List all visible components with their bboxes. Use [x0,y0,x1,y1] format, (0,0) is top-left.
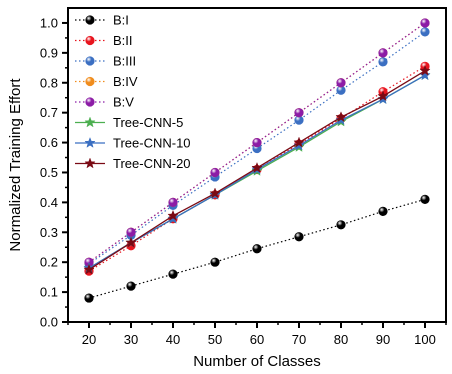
legend-label: B:III [113,54,136,69]
legend-item: B:V [75,95,134,110]
data-point [126,227,136,237]
data-point [210,257,220,267]
data-point [252,137,262,148]
legend-item: Tree-CNN-20 [75,156,191,171]
data-point [168,269,178,279]
data-point [377,90,389,102]
legend-marker [84,116,96,128]
data-point [378,48,388,58]
series-line [88,22,426,263]
series-tree-cnn-20 [83,64,431,275]
data-point [209,187,221,199]
x-tick-label: 30 [124,332,138,347]
legend-label: B:IV [113,74,138,89]
y-tick-label: 0.7 [40,105,58,120]
y-tick-label: 0.0 [40,315,58,330]
data-point [419,64,431,76]
data-point [210,167,220,178]
legend-marker [85,76,95,87]
legend: B:I B:II B:III B:IV B:V Tree-CNN-5 Tree-CNN-10… [75,13,191,171]
axes: 20 30 40 50 60 70 80 90 100 0.0 0.1 0.2 0.3 0.4 0.5 0.6… [40,7,447,347]
y-tick-label: 0.3 [40,225,58,240]
series-b-i [84,194,430,303]
x-tick-label: 40 [166,332,180,347]
legend-label: Tree-CNN-20 [113,156,191,171]
data-point [336,220,346,230]
data-point [252,244,262,254]
y-tick-label: 0.6 [40,135,58,150]
data-point [84,293,94,303]
x-tick-label: 50 [208,332,222,347]
legend-label: B:I [113,13,129,28]
y-tick-label: 0.5 [40,165,58,180]
data-point [378,206,388,216]
series-b-v [84,18,430,267]
x-tick-label: 80 [334,332,348,347]
legend-marker [85,97,95,107]
legend-item: Tree-CNN-10 [75,136,191,151]
series-tree-cnn-10 [83,69,431,274]
data-point [251,161,263,173]
data-point [294,108,304,118]
y-tick-label: 0.2 [40,255,58,270]
data-point [294,232,304,242]
legend-item: Tree-CNN-5 [75,115,183,130]
x-axis-label: Number of Classes [193,353,321,370]
data-point [168,197,178,207]
legend-marker [84,157,96,169]
legend-label: Tree-CNN-10 [113,136,191,151]
legend-item: B:III [75,54,136,69]
data-point [420,27,430,37]
x-tick-label: 100 [414,332,436,347]
x-tick-label: 70 [292,332,306,347]
legend-item: B:IV [75,74,138,89]
legend-label: Tree-CNN-5 [113,115,183,130]
y-tick-label: 0.1 [40,285,58,300]
legend-item: B:I [75,13,129,28]
y-axis-label: Normalized Training Effort [7,78,24,252]
y-tick-label: 1.0 [40,15,58,30]
data-point [167,209,179,221]
data-point [293,136,305,148]
data-point [420,18,430,28]
data-point [420,194,430,204]
series-layer [83,18,431,303]
legend-item: B:II [75,33,133,48]
legend-label: B:V [113,95,134,110]
legend-marker [84,136,96,148]
data-point [335,111,347,123]
x-tick-label: 90 [376,332,390,347]
data-point [83,263,95,275]
data-point [125,236,137,248]
legend-marker [85,56,95,66]
data-point [336,78,346,88]
x-tick-label: 20 [82,332,96,347]
data-point [378,57,388,67]
y-tick-label: 0.8 [40,75,58,90]
legend-label: B:II [113,33,133,48]
y-tick-label: 0.9 [40,45,58,60]
data-point [126,281,136,291]
x-tick-label: 60 [250,332,264,347]
legend-marker [85,15,95,25]
legend-marker [85,35,95,46]
y-tick-label: 0.4 [40,195,58,210]
